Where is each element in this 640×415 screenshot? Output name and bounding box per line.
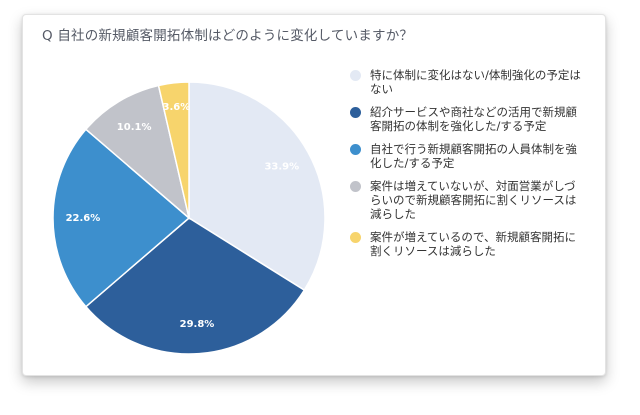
legend-item-2: 紹介サービスや商社などの活用で新規顧客開拓の体制を強化した/する予定 — [350, 105, 585, 133]
pie-slice-1 — [188, 81, 326, 292]
legend-label-1: 特に体制に変化はない/体制強化の予定はない — [370, 68, 581, 96]
legend-label-3: 自社で行う新規顧客開拓の人員体制を強化した/する予定 — [370, 142, 577, 170]
legend-swatch-2 — [350, 107, 361, 118]
pie-slice-2 — [84, 217, 306, 355]
legend-item-1: 特に体制に変化はない/体制強化の予定はない — [350, 68, 585, 96]
legend-label-2: 紹介サービスや商社などの活用で新規顧客開拓の体制を強化した/する予定 — [370, 105, 577, 133]
legend-swatch-3 — [350, 144, 361, 155]
pie-slice-label-1: 33.9% — [264, 162, 299, 173]
pie-slice-4 — [84, 84, 191, 221]
pie-slice-3 — [52, 128, 191, 308]
legend-swatch-1 — [350, 70, 361, 81]
legend-label-5: 案件が増えているので、新規顧客開拓に割くリソースは減らした — [370, 230, 576, 258]
legend: 特に体制に変化はない/体制強化の予定はない 紹介サービスや商社などの活用で新規顧… — [350, 68, 585, 267]
pie-slice-label-4: 10.1% — [117, 122, 152, 133]
legend-item-5: 案件が増えているので、新規顧客開拓に割くリソースは減らした — [350, 230, 585, 258]
legend-swatch-5 — [350, 232, 361, 243]
pie-slice-label-5: 3.6% — [163, 102, 191, 113]
legend-swatch-4 — [350, 181, 361, 192]
legend-item-4: 案件は増えていないが、対面営業がしづらいので新規顧客開拓に割くリソースは減らした — [350, 179, 585, 221]
legend-label-4: 案件は増えていないが、対面営業がしづらいので新規顧客開拓に割くリソースは減らした — [370, 179, 577, 221]
pie-slice-5 — [157, 81, 190, 219]
pie-slice-label-2: 29.8% — [180, 319, 215, 330]
chart-title: Q 自社の新規顧客開拓体制はどのように変化していますか？ — [42, 28, 414, 44]
pie-slice-label-3: 22.6% — [66, 213, 101, 224]
legend-item-3: 自社で行う新規顧客開拓の人員体制を強化した/する予定 — [350, 142, 585, 170]
